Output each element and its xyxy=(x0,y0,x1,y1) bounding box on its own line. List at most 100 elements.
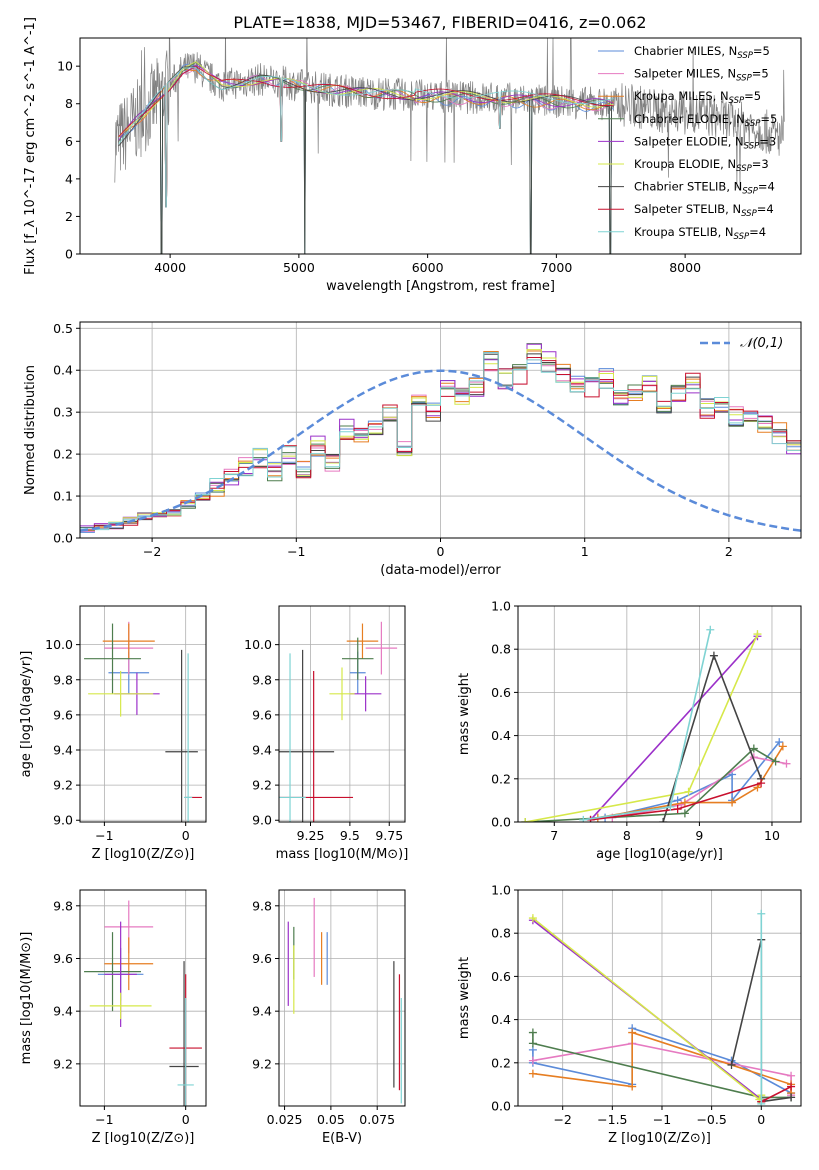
x-tick-label-0: 0.025 xyxy=(267,1112,303,1127)
y-tick-label-2: 0.4 xyxy=(491,1012,511,1027)
y-tick-label-4: 0.8 xyxy=(491,926,511,941)
point-marker-krou_stelib-1 xyxy=(757,909,766,918)
y-tick-label-3: 9.8 xyxy=(252,898,272,913)
y-tick-label-1: 9.2 xyxy=(53,778,73,793)
y-tick-label-4: 0.4 xyxy=(53,363,73,378)
legend-entry-tail: =5 xyxy=(752,67,769,81)
point-marker-krou_miles-2 xyxy=(728,798,737,807)
model-spectrum-salp_elodie xyxy=(118,64,614,208)
point-marker-salp_miles-0 xyxy=(528,1056,537,1065)
y-tick-label-3: 0.3 xyxy=(53,405,73,420)
point-marker-chab_elodie-1 xyxy=(680,809,689,818)
x-tick-label-1: 0.05 xyxy=(317,1112,345,1127)
legend-entry-main: Chabrier STELIB, N xyxy=(634,180,742,194)
series-line-salp_stelib xyxy=(760,1085,792,1103)
x-tick-label-1: 8 xyxy=(623,828,631,843)
x-tick-label-0: 4000 xyxy=(154,260,186,275)
histogram-salp_stelib xyxy=(80,357,801,531)
point-marker-salp_stelib-1 xyxy=(787,1082,796,1091)
legend-entry-sub: SSP xyxy=(741,209,757,219)
y-tick-label-3: 0.6 xyxy=(491,969,511,984)
plot-area-residuals xyxy=(80,343,801,533)
y-tick-label-2: 9.4 xyxy=(53,743,73,758)
model-spectrum-krou_stelib xyxy=(118,67,614,208)
legend-entry-tail: =5 xyxy=(753,44,770,58)
y-tick-label-2: 4 xyxy=(65,171,73,186)
model-spectrum-salp_stelib xyxy=(118,65,614,208)
x-tick-label-3: 10 xyxy=(764,828,780,843)
x-tick-label-1: −1 xyxy=(287,544,305,559)
legend-entry-6: Chabrier STELIB, NSSP=4 xyxy=(634,180,775,197)
histogram-krou_elodie xyxy=(80,349,801,531)
legend-entry-sub: SSP xyxy=(734,232,750,242)
plot-area-mass-vs-Z xyxy=(84,900,202,1106)
legend-entry-1: Salpeter MILES, NSSP=5 xyxy=(634,67,769,84)
x-axis-label: E(B-V) xyxy=(322,1131,362,1146)
point-marker-salp_stelib-2 xyxy=(757,779,766,788)
panel-mw-vs-age: 7 8 9 10 0.0 0.2 0.4 0.6 0.8 1.0 age [log10(age/yr… xyxy=(457,599,802,862)
legend-entry-main: Salpeter MILES, N xyxy=(634,67,736,81)
legend-entry-tail: =5 xyxy=(744,89,761,103)
y-tick-label-4: 9.8 xyxy=(252,672,272,687)
y-tick-label-3: 9.6 xyxy=(252,707,272,722)
plot-area-mass-vs-ebv xyxy=(287,897,402,1104)
axes-frame xyxy=(79,889,207,1107)
legend-entry-8: Kroupa STELIB, NSSP=4 xyxy=(634,225,766,242)
x-tick-label-2: 9 xyxy=(695,828,703,843)
panel-age-vs-mass: 9.25 9.5 9.75 9.0 9.2 9.4 9.6 9.8 10.0 mass [log1… xyxy=(244,605,408,862)
point-marker-krou_miles-1 xyxy=(680,798,689,807)
axes-frame xyxy=(278,889,406,1107)
normal-curve xyxy=(80,369,801,532)
legend-entry-sub: SSP xyxy=(737,51,753,61)
y-tick-label-2: 9.6 xyxy=(53,951,73,966)
panel-mw-vs-Z: −2 −1.5 −1 −0.5 0 0.0 0.2 0.4 0.6 0.8 1.0 Z [log10(… xyxy=(457,883,802,1146)
data-spectrum-line xyxy=(114,38,785,190)
histogram-krou_stelib xyxy=(80,352,801,531)
y-tick-label-0: 0.0 xyxy=(53,531,73,546)
figure-title: PLATE=1838, MJD=53467, FIBERID=0416, z=0… xyxy=(233,13,646,32)
point-marker-chab_elodie-2 xyxy=(749,744,758,753)
x-axis-label: wavelength [Angstrom, rest frame] xyxy=(326,279,555,294)
y-tick-label-0: 0.0 xyxy=(491,1099,511,1114)
legend-entry-sub: SSP xyxy=(736,74,752,84)
legend-entry-tail: =4 xyxy=(749,225,766,239)
y-axis-label: mass weight xyxy=(457,957,472,1039)
plot-area-mw-vs-Z xyxy=(528,909,796,1106)
y-tick-label-4: 8 xyxy=(65,96,73,111)
y-tick-label-0: 9.2 xyxy=(53,1056,73,1071)
panel-mass-vs-Z: −1 0 9.2 9.4 9.6 9.8 Z [log10(Z/Z⊙)] mass [log1… xyxy=(19,889,207,1146)
x-tick-label-0: −1 xyxy=(95,1112,113,1127)
point-marker-salp_miles-2 xyxy=(787,1071,796,1080)
x-tick-label-3: −0.5 xyxy=(696,1112,726,1127)
point-marker-krou_stelib-2 xyxy=(706,625,715,634)
x-tick-label-4: 0 xyxy=(757,1112,765,1127)
plot-area-age-vs-mass xyxy=(279,621,398,822)
legend-entry-4: Salpeter ELODIE, NSSP=3 xyxy=(634,134,776,151)
legend-entry-tail: =4 xyxy=(757,202,774,216)
point-marker-salp_stelib-1 xyxy=(673,805,682,814)
point-marker-krou_stelib-1 xyxy=(666,802,675,811)
x-tick-label-2: 0.075 xyxy=(359,1112,395,1127)
y-tick-label-0: 9.0 xyxy=(53,813,73,828)
plot-area-age-vs-Z xyxy=(84,621,202,822)
point-marker-chab_stelib-0 xyxy=(659,818,668,822)
legend-entry-sub: SSP xyxy=(736,164,752,174)
series-line-salp_elodie xyxy=(590,635,759,821)
legend-entry-main: Kroupa STELIB, N xyxy=(634,225,734,239)
y-axis-label: mass weight xyxy=(457,673,472,755)
x-axis-label: age [log10(age/yr)] xyxy=(596,847,723,862)
point-marker-krou_miles-1 xyxy=(628,1082,637,1091)
x-axis-label: Z [log10(Z/Z⊙)] xyxy=(608,1131,711,1146)
point-marker-salp_miles-3 xyxy=(782,759,791,768)
y-tick-label-1: 2 xyxy=(65,209,73,224)
x-tick-label-2: 9.75 xyxy=(375,828,403,843)
y-axis-label: mass [log10(M/M⊙)] xyxy=(19,932,34,1065)
y-tick-label-0: 0.0 xyxy=(491,815,511,830)
y-tick-label-0: 9.0 xyxy=(252,813,272,828)
axes-frame xyxy=(278,605,406,823)
point-marker-chab_stelib-0 xyxy=(727,1060,736,1069)
y-tick-label-3: 9.6 xyxy=(53,707,73,722)
